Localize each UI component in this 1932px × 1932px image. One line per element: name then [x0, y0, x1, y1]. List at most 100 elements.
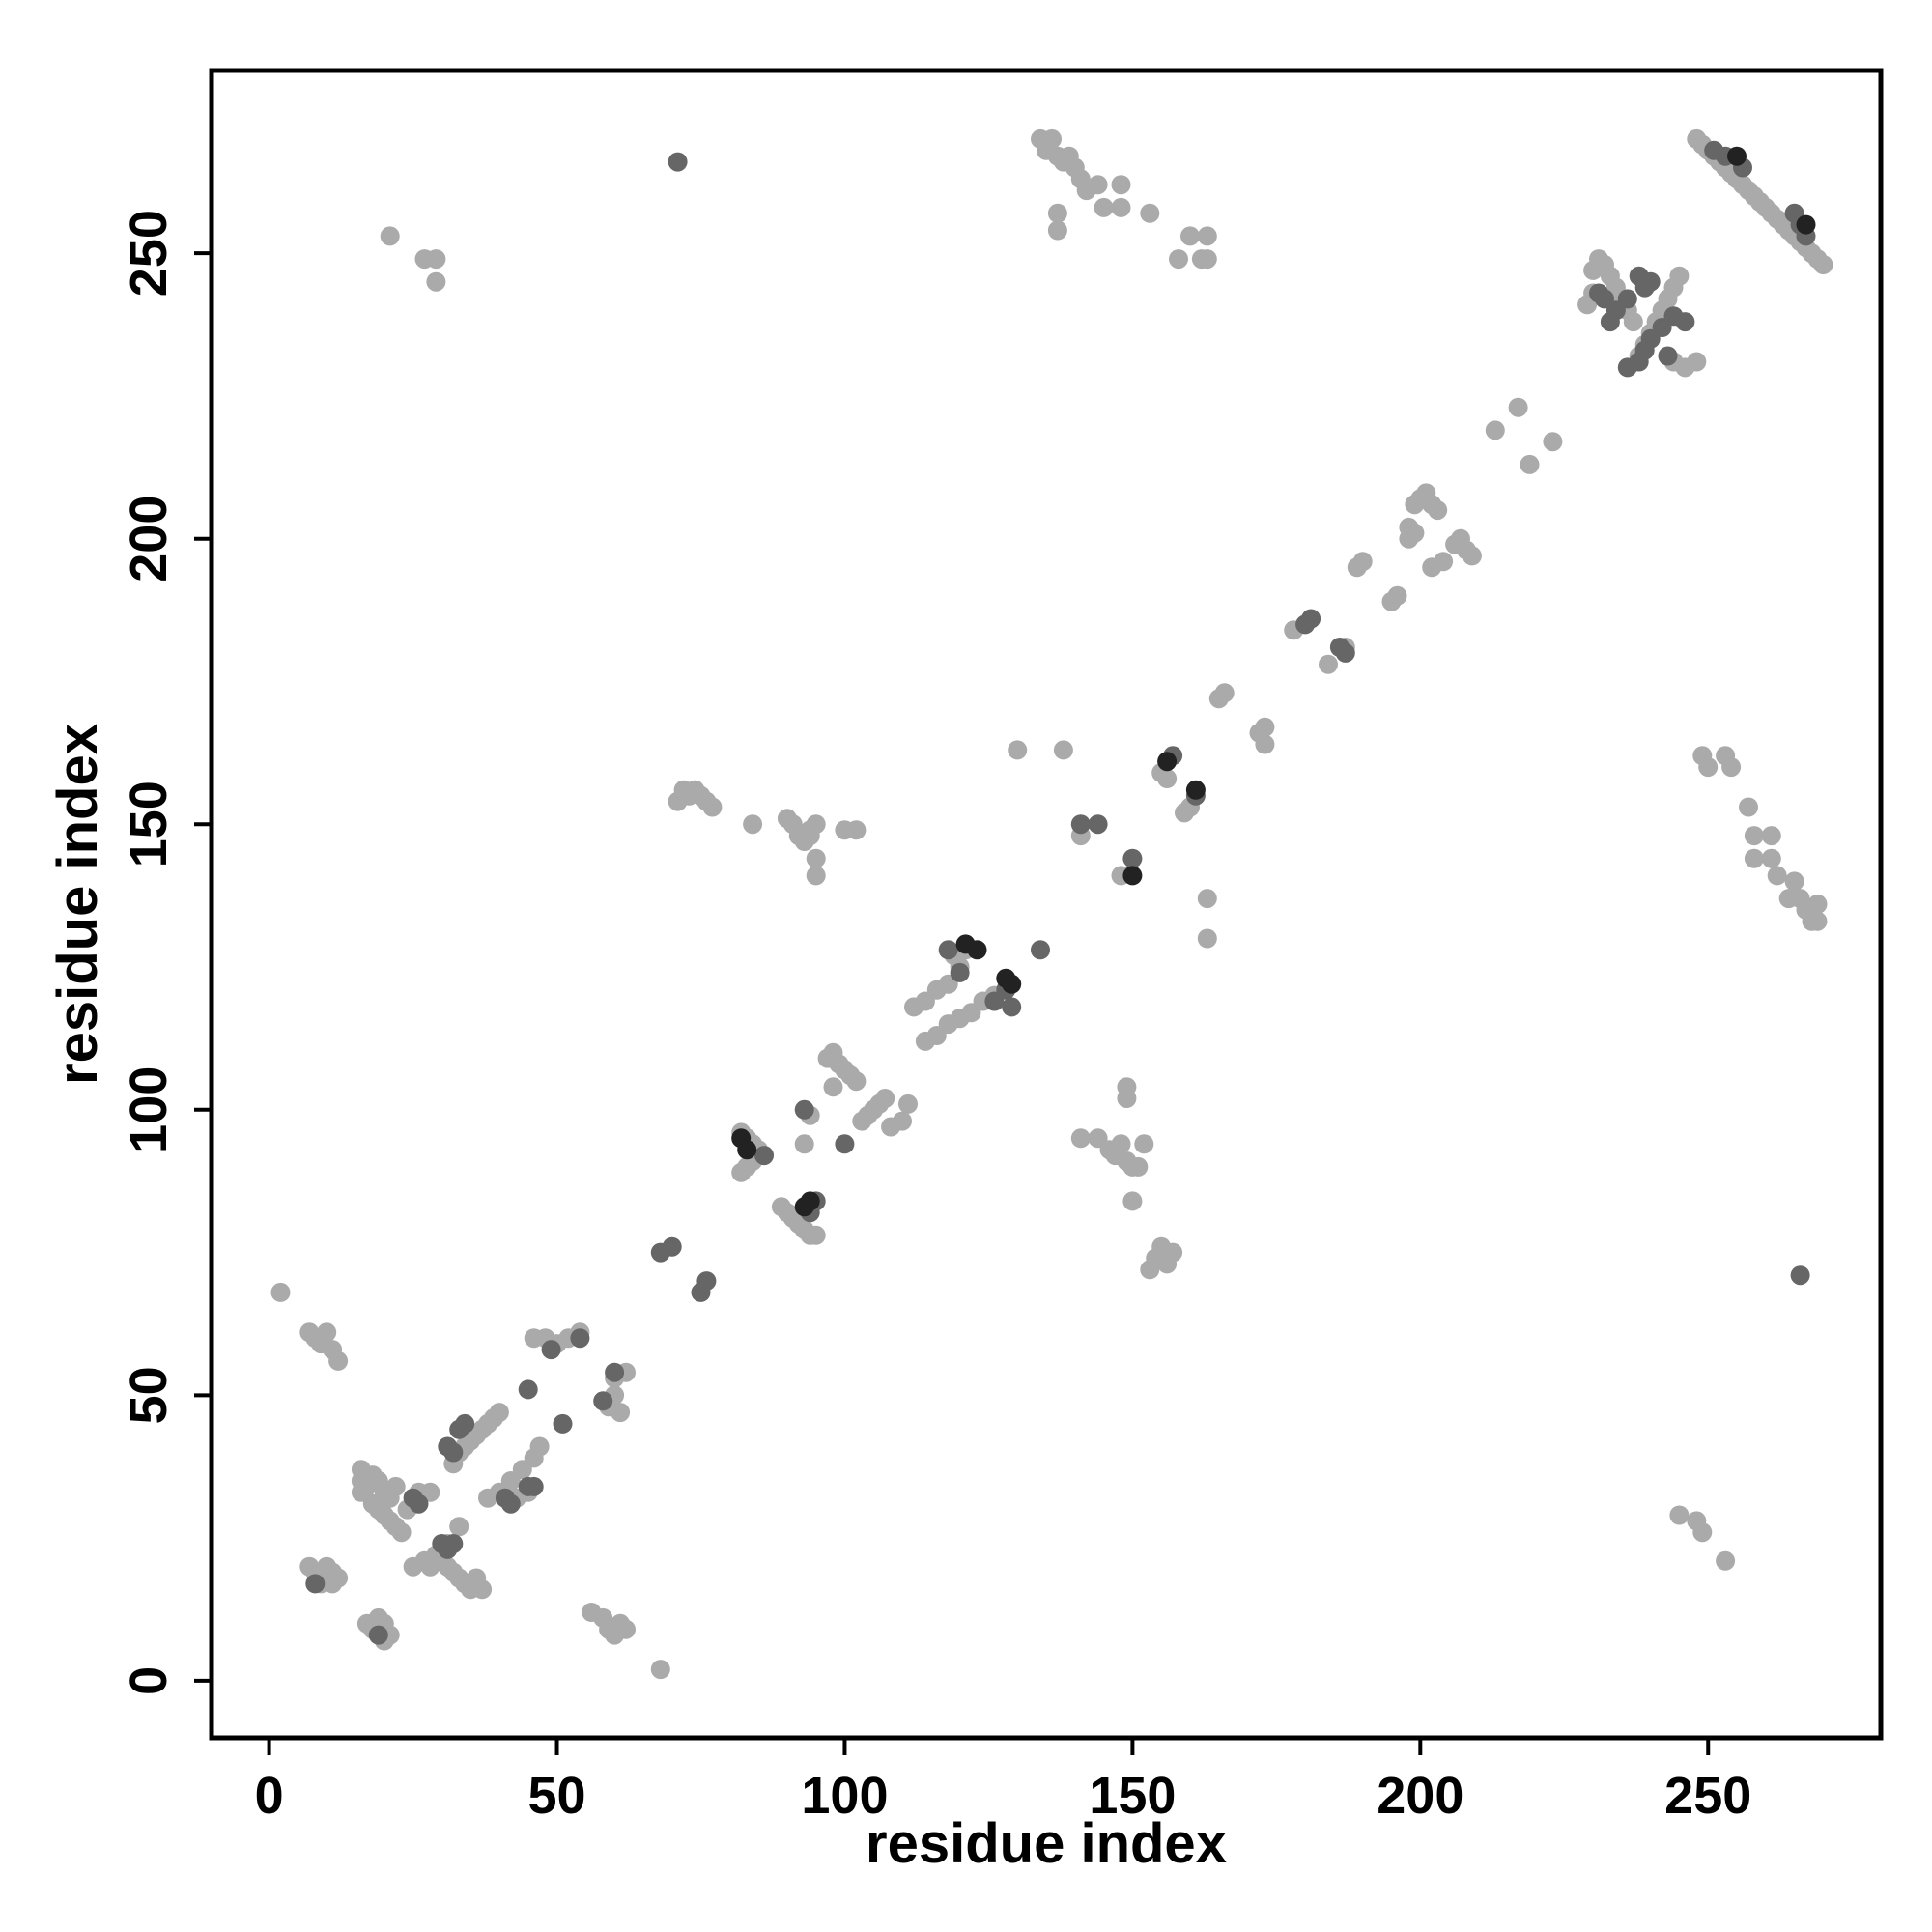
- y-tick-label-0: 0: [120, 1666, 178, 1695]
- data-point-light-61: [489, 1403, 509, 1423]
- data-point-light-285: [1744, 848, 1764, 868]
- data-point-light-171: [1140, 203, 1160, 223]
- data-point-light-230: [1462, 546, 1482, 566]
- data-point-light-175: [1180, 226, 1200, 246]
- data-point-light-132: [846, 1071, 867, 1092]
- data-point-light-232: [1508, 397, 1528, 417]
- data-point-light-283: [1739, 797, 1758, 817]
- data-point-mid-49: [1617, 289, 1637, 309]
- data-point-light-87: [380, 226, 400, 246]
- data-point-dark-8: [1157, 752, 1178, 772]
- x-tick-label-100: 100: [801, 1767, 888, 1825]
- x-tick-label-150: 150: [1089, 1767, 1176, 1825]
- data-point-light-196: [1163, 1242, 1183, 1263]
- data-point-light-133: [823, 1077, 843, 1097]
- data-point-light-290: [1784, 871, 1804, 892]
- data-point-light-203: [1197, 889, 1217, 909]
- data-point-light-206: [1214, 683, 1235, 703]
- data-point-light-187: [1128, 1156, 1149, 1177]
- data-point-mid-12: [500, 1493, 521, 1514]
- data-point-light-222: [1428, 500, 1448, 521]
- data-point-mid-7: [455, 1413, 475, 1434]
- data-point-light-211: [1319, 654, 1338, 674]
- data-point-dark-3: [800, 1191, 820, 1211]
- data-point-light-169: [1111, 175, 1131, 195]
- y-tick-label-50: 50: [120, 1366, 178, 1424]
- data-point-light-284: [1744, 826, 1764, 846]
- data-point-light-295: [1807, 911, 1828, 931]
- x-tick-label-50: 50: [527, 1767, 585, 1825]
- data-point-dark-1: [737, 1140, 757, 1160]
- data-point-light-191: [1117, 1089, 1137, 1108]
- data-point-mid-0: [305, 1574, 326, 1594]
- data-point-light-141: [898, 1094, 918, 1114]
- data-point-light-106: [806, 866, 826, 886]
- data-point-mid-3: [409, 1493, 429, 1514]
- data-point-light-117: [731, 1162, 752, 1182]
- data-point-light-286: [1761, 826, 1781, 846]
- data-point-light-0: [270, 1282, 291, 1302]
- plot-frame: [209, 68, 1884, 1741]
- data-point-mid-59: [1675, 312, 1695, 332]
- x-tick-label-250: 250: [1664, 1767, 1751, 1825]
- data-point-light-299: [1716, 1550, 1736, 1571]
- data-point-light-255: [1687, 352, 1707, 372]
- y-tick-label-150: 150: [120, 781, 178, 867]
- data-point-mid-38: [1122, 848, 1143, 868]
- data-point-light-241: [1623, 312, 1643, 332]
- x-tick-label-0: 0: [255, 1767, 284, 1825]
- data-point-mid-67: [1790, 1265, 1810, 1286]
- data-point-light-298: [1692, 1522, 1713, 1543]
- data-point-light-214: [1352, 552, 1373, 572]
- data-point-light-85: [616, 1619, 636, 1639]
- data-point-dark-10: [1122, 866, 1143, 886]
- data-point-light-4: [317, 1322, 337, 1343]
- data-point-light-105: [806, 848, 826, 868]
- data-point-light-173: [1047, 220, 1067, 241]
- data-point-light-278: [1813, 255, 1833, 274]
- data-point-light-234: [1543, 432, 1563, 452]
- data-point-mid-35: [1031, 940, 1050, 960]
- data-point-light-209: [1255, 734, 1275, 754]
- data-point-light-287: [1761, 848, 1781, 868]
- data-point-dark-9: [1185, 780, 1206, 800]
- data-point-mid-26: [794, 1099, 814, 1120]
- data-point-light-35: [391, 1522, 412, 1543]
- data-point-mid-42: [1295, 614, 1316, 635]
- data-point-mid-1: [368, 1625, 388, 1645]
- data-point-light-204: [1197, 928, 1217, 949]
- data-point-mid-24: [696, 1271, 717, 1292]
- data-point-light-178: [1197, 249, 1217, 270]
- data-point-light-233: [1520, 454, 1540, 474]
- data-point-mid-22: [662, 1236, 682, 1257]
- data-point-light-86: [650, 1660, 670, 1680]
- data-point-light-200: [1157, 769, 1178, 788]
- data-point-light-252: [1669, 266, 1690, 286]
- y-axis-label: residue index: [46, 724, 109, 1085]
- y-axis: 0 50 100 150 200 250: [120, 210, 212, 1695]
- data-point-light-174: [1169, 249, 1188, 270]
- data-point-mid-36: [1070, 814, 1091, 835]
- data-point-light-224: [1399, 528, 1419, 549]
- data-points: [270, 128, 1833, 1680]
- data-point-light-288: [1767, 866, 1787, 886]
- data-point-light-179: [1053, 740, 1073, 760]
- data-point-light-138: [875, 1089, 895, 1108]
- data-point-light-50: [472, 1579, 493, 1600]
- data-point-light-188: [1134, 1134, 1154, 1154]
- data-point-light-294: [1807, 895, 1828, 914]
- data-point-light-189: [1122, 1191, 1143, 1211]
- data-point-mid-68: [668, 152, 688, 172]
- data-point-mid-19: [593, 1391, 613, 1411]
- data-point-light-160: [1042, 128, 1062, 149]
- data-point-light-208: [1255, 717, 1275, 737]
- data-point-dark-12: [1796, 214, 1816, 235]
- data-point-light-280: [1698, 757, 1719, 778]
- data-point-dark-11: [1727, 146, 1747, 166]
- data-point-light-170: [1111, 197, 1131, 217]
- data-point-mid-17: [541, 1340, 561, 1360]
- data-point-mid-10: [443, 1534, 464, 1553]
- data-point-light-296: [1669, 1505, 1690, 1525]
- data-point-light-97: [702, 797, 723, 817]
- x-tick-label-200: 200: [1377, 1767, 1463, 1825]
